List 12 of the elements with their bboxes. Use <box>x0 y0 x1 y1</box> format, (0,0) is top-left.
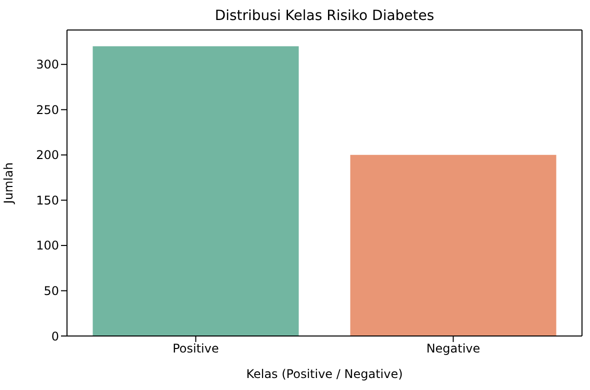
x-axis-title: Kelas (Positive / Negative) <box>246 367 403 381</box>
y-tick-label: 50 <box>44 284 59 298</box>
y-tick-label: 150 <box>36 193 59 208</box>
y-tick-label: 250 <box>36 102 59 117</box>
chart-title: Distribusi Kelas Risiko Diabetes <box>214 8 436 24</box>
y-tick-label: 300 <box>36 58 59 72</box>
x-tick-label: Positive <box>172 342 219 356</box>
y-tick-label: 0 <box>51 329 59 344</box>
y-tick-label: 100 <box>36 238 59 253</box>
y-axis-title: Jumlah <box>1 162 16 205</box>
y-tick-label: 200 <box>36 148 59 162</box>
x-tick-label: Negative <box>426 342 480 356</box>
